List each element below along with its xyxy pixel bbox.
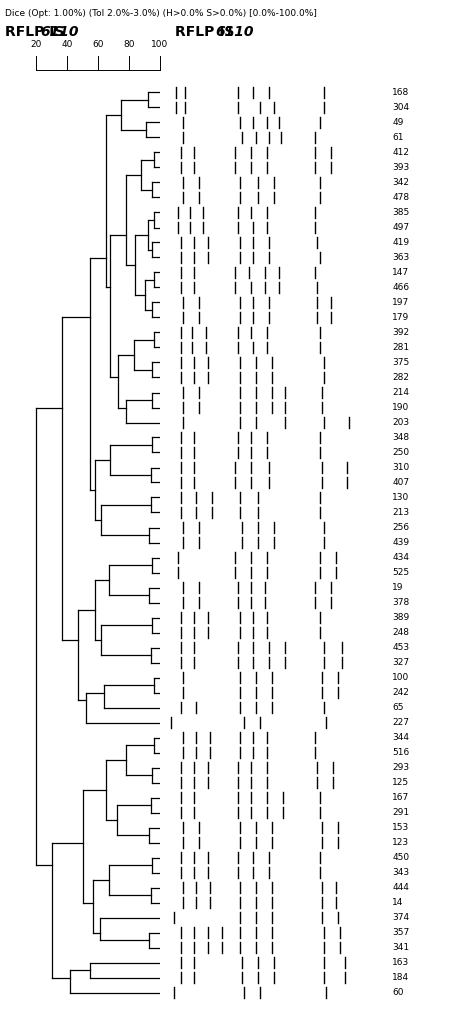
Text: 363: 363	[392, 253, 410, 262]
Text: 341: 341	[392, 943, 410, 952]
Text: 147: 147	[392, 268, 410, 277]
Text: 250: 250	[392, 448, 410, 457]
Text: 304: 304	[392, 103, 410, 112]
Text: 214: 214	[392, 388, 410, 397]
Text: 65: 65	[392, 703, 404, 712]
Text: 434: 434	[392, 553, 410, 562]
Text: 478: 478	[392, 193, 410, 202]
Text: 123: 123	[392, 838, 410, 847]
Text: 327: 327	[392, 658, 410, 667]
Text: 516: 516	[392, 748, 410, 757]
Text: 444: 444	[392, 883, 409, 892]
Text: 61: 61	[392, 133, 404, 142]
Text: 439: 439	[392, 538, 410, 547]
Text: 466: 466	[392, 283, 410, 292]
Text: Dice (Opt: 1.00%) (Tol 2.0%-3.0%) (H>0.0% S>0.0%) [0.0%-100.0%]: Dice (Opt: 1.00%) (Tol 2.0%-3.0%) (H>0.0…	[5, 9, 317, 18]
Text: 374: 374	[392, 913, 410, 922]
Text: 20: 20	[30, 40, 42, 49]
Text: 100: 100	[151, 40, 169, 49]
Text: 344: 344	[392, 733, 410, 742]
Text: 184: 184	[392, 973, 410, 982]
Text: 213: 213	[392, 508, 410, 517]
Text: 60: 60	[92, 40, 104, 49]
Text: 197: 197	[392, 298, 410, 307]
Text: 242: 242	[392, 688, 409, 697]
Text: RFLP IS: RFLP IS	[5, 25, 64, 40]
Text: 357: 357	[392, 928, 410, 937]
Text: 282: 282	[392, 373, 410, 382]
Text: 375: 375	[392, 358, 410, 367]
Text: 6110: 6110	[216, 25, 254, 40]
Text: 342: 342	[392, 178, 410, 187]
Text: 407: 407	[392, 478, 410, 487]
Text: 80: 80	[123, 40, 135, 49]
Text: 393: 393	[392, 163, 410, 172]
Text: 281: 281	[392, 343, 410, 352]
Text: 248: 248	[392, 628, 410, 637]
Text: 153: 153	[392, 823, 410, 832]
Text: 412: 412	[392, 148, 410, 157]
Text: 392: 392	[392, 328, 410, 337]
Text: 60: 60	[392, 988, 404, 997]
Text: 348: 348	[392, 433, 410, 442]
Text: 310: 310	[392, 463, 410, 472]
Text: 179: 179	[392, 313, 410, 322]
Text: 130: 130	[392, 493, 410, 502]
Text: 525: 525	[392, 568, 410, 577]
Text: 49: 49	[392, 118, 404, 127]
Text: 14: 14	[392, 898, 404, 907]
Text: 450: 450	[392, 853, 410, 862]
Text: 40: 40	[61, 40, 73, 49]
Text: RFLP IS: RFLP IS	[175, 25, 235, 40]
Text: 291: 291	[392, 808, 410, 817]
Text: 203: 203	[392, 418, 410, 427]
Text: 256: 256	[392, 523, 410, 532]
Text: 497: 497	[392, 223, 410, 232]
Text: 168: 168	[392, 88, 410, 97]
Text: 163: 163	[392, 958, 410, 967]
Text: 19: 19	[392, 583, 404, 592]
Text: 190: 190	[392, 403, 410, 412]
Text: 125: 125	[392, 778, 410, 787]
Text: 100: 100	[392, 673, 410, 682]
Text: 453: 453	[392, 643, 410, 652]
Text: 293: 293	[392, 763, 410, 772]
Text: 389: 389	[392, 613, 410, 622]
Text: 343: 343	[392, 868, 410, 877]
Text: 167: 167	[392, 793, 410, 802]
Text: 6110: 6110	[40, 25, 79, 40]
Text: 227: 227	[392, 718, 410, 727]
Text: 385: 385	[392, 208, 410, 217]
Text: 419: 419	[392, 238, 410, 247]
Text: 378: 378	[392, 598, 410, 607]
